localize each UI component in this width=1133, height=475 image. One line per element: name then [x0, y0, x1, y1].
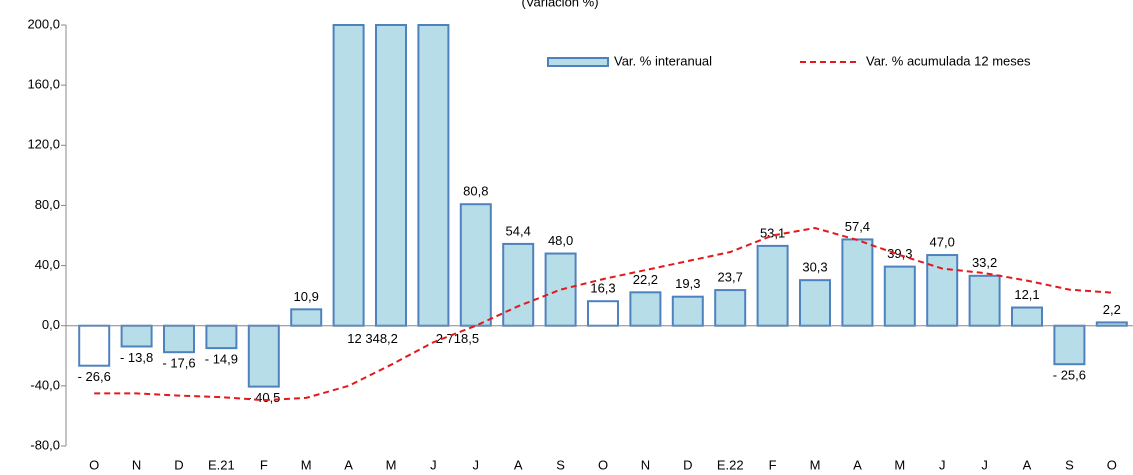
data-label: - 25,6	[1053, 368, 1086, 383]
x-tick-label: O	[1107, 457, 1117, 472]
data-label: - 40,5	[247, 390, 280, 405]
x-tick-label: A	[853, 457, 862, 472]
bar	[205, 324, 238, 350]
legend-label: Var. % interanual	[614, 53, 712, 68]
line	[94, 226, 1112, 402]
x-tick-label: A	[514, 457, 523, 472]
x-tick-label: M	[894, 457, 905, 472]
data-label: 48,0	[548, 233, 573, 248]
data-label: 57,4	[845, 219, 870, 234]
x-tick-label: M	[810, 457, 821, 472]
bar	[1011, 306, 1043, 327]
bar	[883, 265, 916, 327]
bar	[78, 324, 111, 367]
data-label: 2 718,5	[436, 331, 479, 346]
x-tick-label: F	[769, 457, 777, 472]
x-tick-label: J	[473, 457, 480, 472]
bar	[968, 274, 1001, 327]
data-label: 54,4	[506, 223, 531, 238]
bar	[544, 252, 577, 327]
data-label: 2,2	[1103, 302, 1121, 317]
bar	[799, 279, 831, 327]
bar	[714, 289, 747, 327]
x-tick-label: F	[260, 457, 268, 472]
data-label: 12 348,2	[347, 331, 398, 346]
x-tick-label: M	[386, 457, 397, 472]
x-tick-label: N	[641, 457, 650, 472]
data-label: 16,3	[590, 281, 615, 296]
data-label: 39,3	[887, 246, 912, 261]
y-tick-label: -40,0	[30, 377, 60, 392]
chart-title: (Variación %)	[521, 0, 598, 9]
bar	[459, 203, 492, 327]
bar	[163, 324, 195, 354]
x-tick-label: O	[598, 457, 608, 472]
data-label: 12,1	[1014, 287, 1039, 302]
y-tick-label: -80,0	[30, 437, 60, 452]
data-label: - 13,8	[120, 350, 153, 365]
legend-swatch	[547, 57, 609, 67]
bar	[332, 24, 365, 327]
data-label: 30,3	[802, 260, 827, 275]
bar	[756, 244, 789, 327]
y-tick-label: 120,0	[27, 137, 60, 152]
bar	[375, 24, 407, 327]
data-label: 47,0	[930, 234, 955, 249]
x-tick-label: E.22	[717, 457, 744, 472]
data-label: - 14,9	[205, 352, 238, 367]
bar	[290, 308, 323, 327]
x-tick-label: J	[430, 457, 437, 472]
data-label: 23,7	[718, 270, 743, 285]
y-tick-label: 40,0	[35, 257, 60, 272]
x-tick-label: S	[556, 457, 565, 472]
x-tick-label: E.21	[208, 457, 235, 472]
bar	[1053, 324, 1086, 366]
data-label: 53,1	[760, 225, 785, 240]
legend-label: Var. % acumulada 12 meses	[866, 53, 1031, 68]
x-tick-label: A	[344, 457, 353, 472]
x-tick-label: J	[981, 457, 988, 472]
y-tick-label: 160,0	[27, 77, 60, 92]
y-tick-label: 80,0	[35, 197, 60, 212]
x-tick-label: A	[1023, 457, 1032, 472]
y-tick-label: 0,0	[42, 317, 60, 332]
x-tick-label: J	[939, 457, 946, 472]
x-tick-label: O	[89, 457, 99, 472]
x-tick-label: D	[683, 457, 692, 472]
data-label: - 17,6	[162, 356, 195, 371]
data-label: 33,2	[972, 255, 997, 270]
bar	[120, 324, 153, 348]
bar	[587, 300, 619, 327]
bar	[417, 24, 450, 327]
bar	[671, 295, 704, 327]
y-tick-label: 200,0	[27, 16, 60, 31]
bar	[841, 238, 874, 327]
x-tick-label: M	[301, 457, 312, 472]
bar	[629, 291, 662, 327]
data-label: 19,3	[675, 276, 700, 291]
data-label: - 26,6	[78, 369, 111, 384]
data-label: 22,2	[633, 272, 658, 287]
x-tick-label: N	[132, 457, 141, 472]
bar	[502, 242, 535, 327]
x-tick-label: S	[1065, 457, 1074, 472]
data-label: 80,8	[463, 184, 488, 199]
data-label: 10,9	[294, 289, 319, 304]
x-tick-label: D	[174, 457, 183, 472]
bar	[247, 324, 280, 388]
